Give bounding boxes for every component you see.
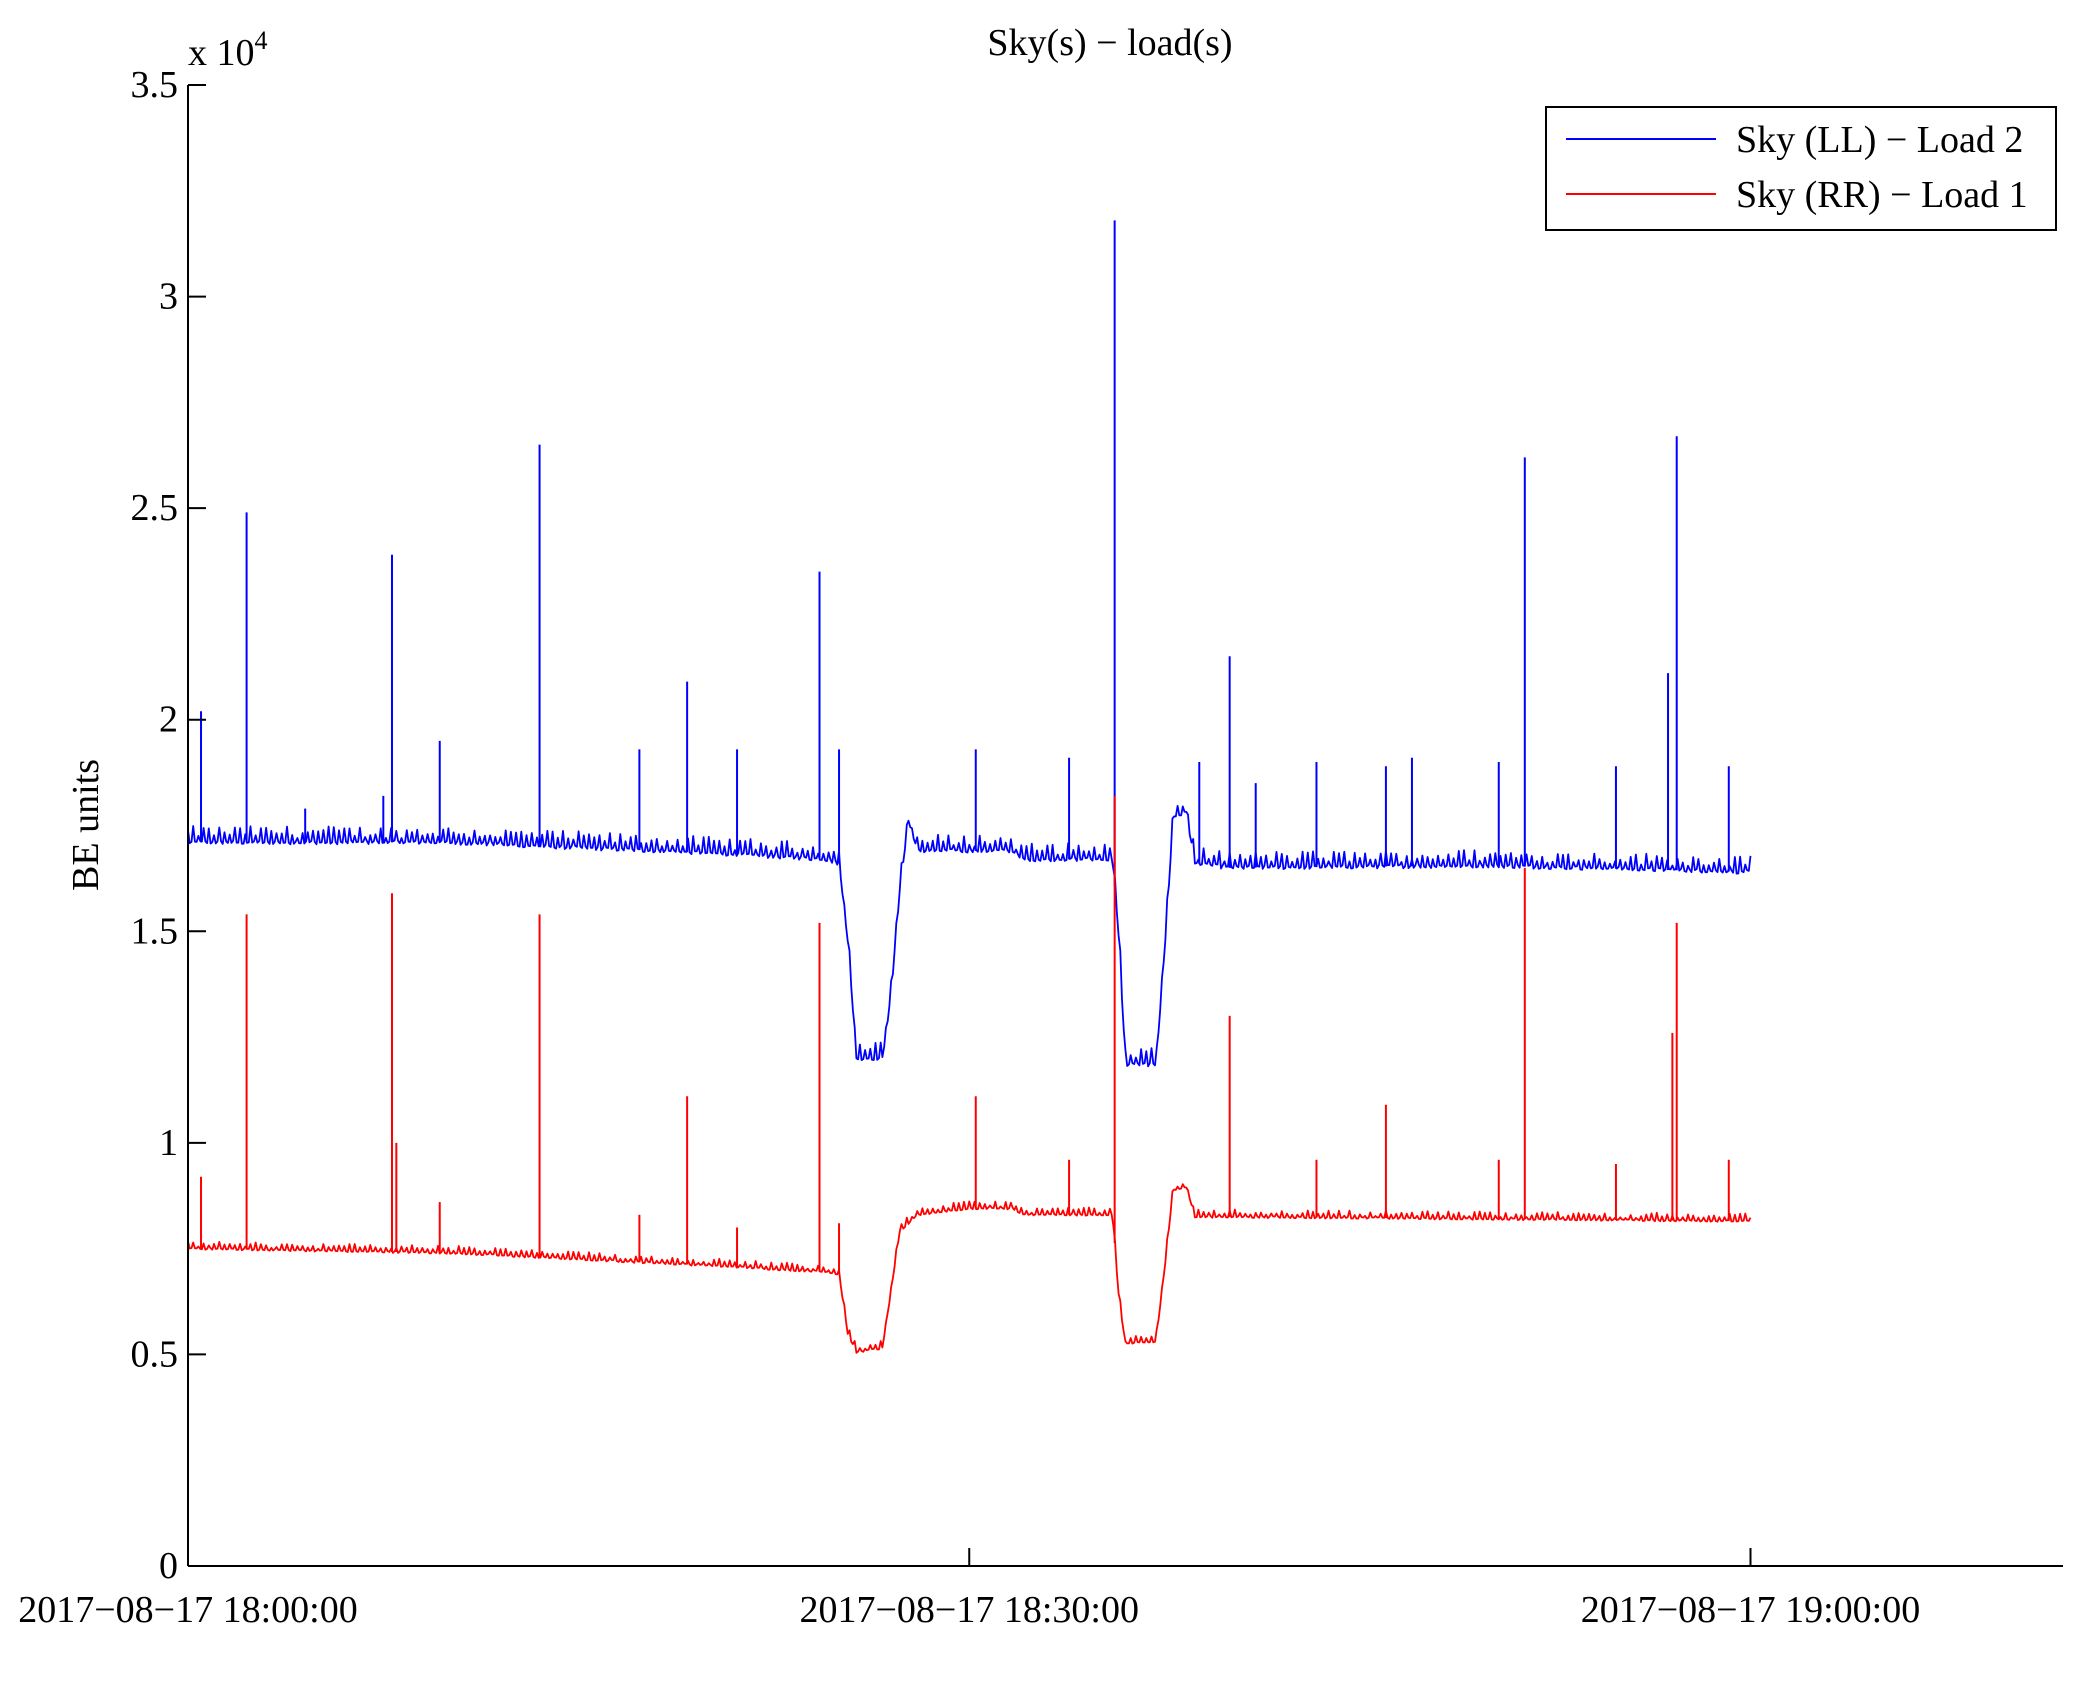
y-tick-label: 0.5 [131, 1333, 179, 1375]
legend: Sky (LL) − Load 2 Sky (RR) − Load 1 [1545, 106, 2057, 231]
y-ticks: 0 0.5 1 1.5 2 2.5 3 3.5 [131, 64, 206, 1587]
y-tick-label: 3.5 [131, 64, 179, 106]
series-line-1 [187, 1183, 1752, 1354]
legend-label-series-0: Sky (LL) − Load 2 [1736, 119, 2023, 161]
y-axis-label: BE units [65, 759, 107, 891]
x-tick-label: 2017−08−17 18:30:00 [800, 1589, 1139, 1631]
x-tick-label: 2017−08−17 18:00:00 [18, 1589, 357, 1631]
series-line-0 [187, 805, 1752, 1068]
y-tick-label: 1.5 [131, 910, 179, 952]
chart-title: Sky(s) − load(s) [987, 22, 1232, 64]
plot-area [187, 220, 1752, 1354]
y-tick-label: 2.5 [131, 487, 179, 529]
y-tick-label: 2 [159, 699, 178, 741]
y-exponent-label: x 104 [188, 26, 268, 74]
y-tick-label: 1 [159, 1122, 178, 1164]
series-layer [187, 220, 1752, 1354]
legend-label-series-1: Sky (RR) − Load 1 [1736, 174, 2028, 216]
x-ticks: 2017−08−17 18:00:00 2017−08−17 18:30:00 20… [18, 1548, 1920, 1631]
x-tick-label: 2017−08−17 19:00:00 [1581, 1589, 1920, 1631]
y-tick-label: 0 [159, 1545, 178, 1587]
y-tick-label: 3 [159, 276, 178, 318]
legend-box [1545, 106, 2057, 231]
